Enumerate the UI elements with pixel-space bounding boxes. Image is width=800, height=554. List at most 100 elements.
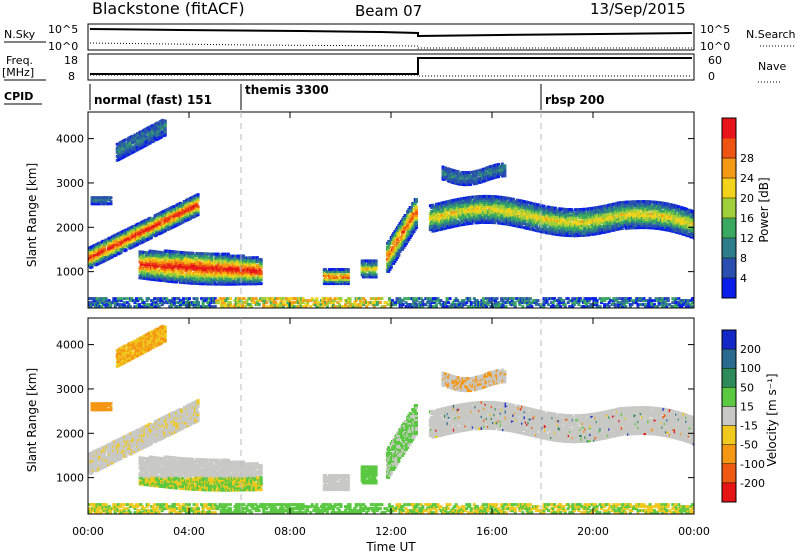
freq-panel: [87, 53, 695, 81]
power-cell: [526, 226, 530, 230]
power-cell: [403, 223, 407, 227]
power-cell: [538, 219, 542, 223]
power-cell: [574, 216, 578, 220]
power-cell: [187, 263, 191, 267]
power-cell: [226, 268, 230, 272]
power-cell: [652, 202, 656, 206]
power-cell: [195, 263, 199, 267]
power-cell: [479, 203, 483, 207]
power-cell: [392, 241, 396, 245]
power-cell: [508, 217, 512, 221]
power-cell: [334, 270, 338, 274]
power-cell: [456, 223, 460, 227]
power-cell: [455, 222, 459, 226]
freq-tick-bottom: 8: [68, 70, 75, 83]
power-cell: [159, 135, 163, 139]
power-cell: [153, 126, 157, 130]
power-cell: [593, 224, 596, 228]
power-cell: [392, 261, 396, 265]
power-cell: [219, 280, 223, 284]
power-cell: [396, 237, 400, 241]
power-cell: [223, 278, 227, 282]
power-cell: [633, 208, 637, 212]
power-cell: [199, 268, 203, 272]
power-cell: [346, 270, 350, 274]
power-cell: [135, 242, 139, 246]
nsky-label: N.Sky: [4, 28, 36, 41]
power-cell: [177, 276, 181, 280]
power-cell: [201, 276, 205, 280]
power-cell: [611, 208, 615, 212]
power-cell: [139, 268, 143, 272]
power-cell: [450, 209, 454, 213]
power-cell: [570, 208, 574, 212]
power-cell: [557, 217, 561, 221]
power-cell: [191, 253, 195, 257]
power-cell: [346, 272, 350, 276]
power-cell: [394, 257, 398, 261]
power-cell: [154, 266, 158, 270]
power-cell: [524, 202, 528, 206]
power-cell: [517, 222, 521, 226]
power-cell: [370, 259, 374, 263]
power-cell: [510, 209, 514, 213]
power-cell: [180, 268, 184, 272]
power-cell: [414, 198, 418, 202]
power-cell: [171, 260, 175, 264]
power-cell: [259, 266, 263, 270]
power-cell: [481, 196, 485, 200]
power-cell: [159, 272, 163, 276]
power-cell: [132, 138, 136, 142]
power-cell: [528, 203, 532, 207]
power-cell: [226, 280, 230, 284]
power-cell: [433, 217, 437, 221]
power-cell: [651, 222, 655, 226]
power-cell: [110, 255, 114, 259]
power-cell: [175, 256, 179, 260]
power-cell: [387, 241, 391, 245]
power-cell: [656, 220, 660, 224]
power-cell: [471, 205, 475, 209]
power-cell: [148, 251, 152, 255]
power-cell: [134, 142, 138, 146]
power-cell: [167, 257, 171, 261]
power-cell: [642, 208, 646, 212]
power-cell: [233, 266, 237, 270]
power-cell: [654, 202, 658, 206]
power-cell: [543, 224, 547, 228]
power-cell: [163, 123, 167, 127]
power-cell: [495, 195, 499, 199]
power-cell: [322, 270, 326, 274]
power-cell: [343, 272, 347, 276]
power-cell: [565, 211, 569, 215]
power-cell: [373, 269, 377, 273]
power-cell: [616, 205, 620, 209]
power-cell: [582, 209, 586, 213]
power-cell: [464, 198, 468, 202]
power-cell: [632, 216, 636, 220]
power-cell: [652, 208, 656, 212]
power-cell: [550, 220, 554, 224]
power-cell: [393, 239, 397, 243]
power-cell: [404, 237, 408, 241]
power-cell: [141, 252, 145, 256]
power-cell: [398, 249, 402, 253]
power-cell: [411, 225, 415, 229]
power-cell: [95, 256, 99, 260]
power-cell: [103, 247, 107, 251]
power-cell: [95, 258, 99, 262]
power-cell: [257, 264, 261, 268]
freq-unit: [MHz]: [2, 66, 34, 79]
power-cell: [187, 265, 191, 269]
power-cell: [403, 243, 407, 247]
power-cell: [414, 209, 418, 213]
power-cell: [478, 197, 482, 201]
power-cell: [484, 212, 488, 216]
power-cell: [609, 211, 613, 215]
power-cell: [370, 269, 374, 273]
power-cell: [615, 209, 619, 213]
power-cell: [507, 220, 511, 224]
power-cell: [224, 260, 228, 264]
power-cell: [534, 224, 538, 228]
power-cell: [173, 272, 177, 276]
